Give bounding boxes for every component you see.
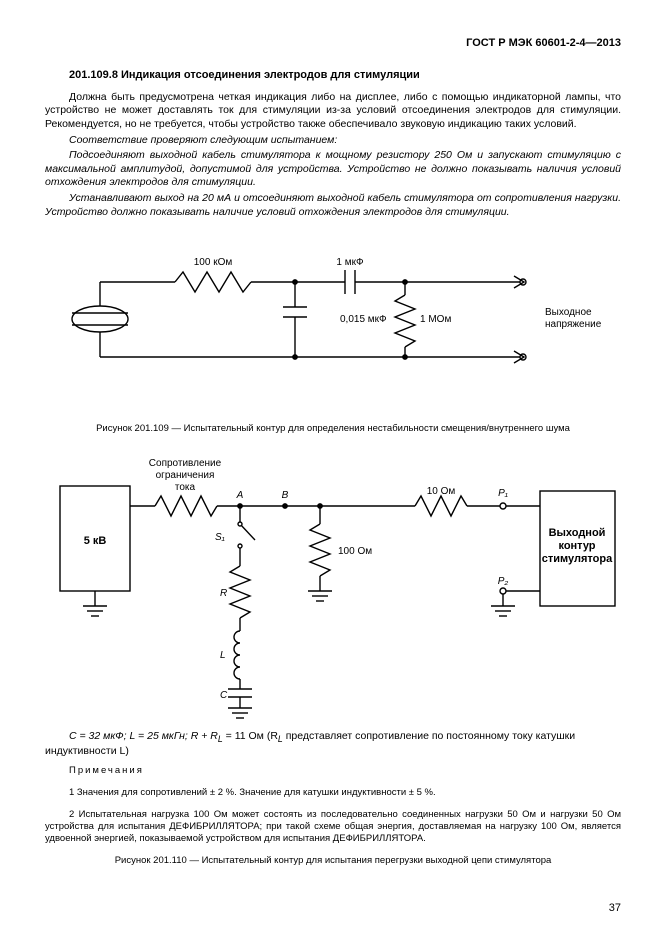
section-title: 201.109.8 Индикация отсоединения электро…	[45, 68, 621, 82]
label-top1: Сопротивление	[149, 458, 222, 469]
doc-header: ГОСТ Р МЭК 60601-2-4—2013	[45, 36, 621, 50]
label-P1: P₁	[498, 488, 508, 499]
label-L: L	[220, 650, 226, 661]
label-A: A	[236, 490, 244, 501]
label-r2: 1 МОм	[420, 314, 451, 325]
note-1: 1 Значения для сопротивлений ± 2 %. Знач…	[45, 787, 621, 799]
formula: C = 32 мкФ; L = 25 мкГн; R + RL = 11 Ом …	[45, 730, 621, 759]
label-c2: 0,015 мкФ	[340, 314, 387, 325]
label-c1: 1 мкФ	[336, 257, 364, 268]
page-number: 37	[609, 901, 621, 915]
paragraph-1: Должна быть предусмотрена четкая индикац…	[45, 91, 621, 132]
figure-109-caption: Рисунок 201.109 — Испытательный контур д…	[45, 423, 621, 435]
figure-109: 100 кОм 1 мкФ 0,015 мкФ 1 МОм Выходное н…	[45, 227, 621, 417]
label-5kv: 5 кВ	[84, 535, 107, 547]
label-P2: P₂	[498, 576, 509, 587]
figure-110: 5 кВ Сопротивление ограничения тока A B …	[45, 446, 621, 726]
page: ГОСТ Р МЭК 60601-2-4—2013 201.109.8 Инди…	[0, 0, 661, 935]
label-top3: тока	[175, 482, 196, 493]
label-r1: 100 кОм	[194, 257, 233, 268]
label-out1: Выходное	[545, 307, 592, 318]
paragraph-4: Устанавливают выход на 20 мА и отсоединя…	[45, 192, 621, 219]
figure-110-caption: Рисунок 201.110 — Испытательный контур д…	[45, 855, 621, 867]
label-box2-3: стимулятора	[542, 553, 613, 565]
label-box2-2: контур	[558, 540, 595, 552]
notes-title: Примечания	[45, 765, 621, 777]
label-B: B	[282, 490, 289, 501]
paragraph-2: Соответствие проверяют следующим испытан…	[45, 134, 621, 148]
label-S1: S₁	[215, 532, 225, 543]
label-100ohm: 100 Ом	[338, 546, 372, 557]
label-top2: ограничения	[156, 470, 215, 481]
paragraph-3: Подсоединяют выходной кабель стимулятора…	[45, 149, 621, 190]
label-C: C	[220, 690, 228, 701]
label-box2-1: Выходной	[549, 527, 606, 539]
note-2: 2 Испытательная нагрузка 100 Ом может со…	[45, 809, 621, 846]
label-out2: напряжение	[545, 319, 602, 330]
label-R: R	[220, 588, 227, 599]
label-10ohm: 10 Ом	[427, 486, 456, 497]
